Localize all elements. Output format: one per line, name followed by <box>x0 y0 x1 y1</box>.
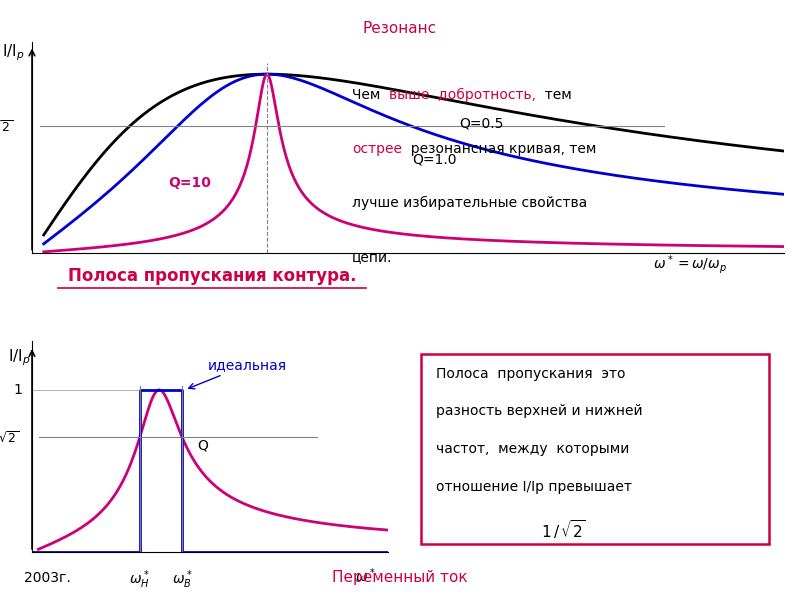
Text: цепи.: цепи. <box>352 250 393 263</box>
Text: резонансная кривая, тем: резонансная кривая, тем <box>402 142 596 155</box>
Text: $1\,/\,\sqrt{2}$: $1\,/\,\sqrt{2}$ <box>541 518 586 541</box>
Text: $\omega^* = \omega/\omega_р$: $\omega^* = \omega/\omega_р$ <box>653 253 727 276</box>
Text: Q: Q <box>198 439 208 453</box>
Text: Полоса пропускания контура.: Полоса пропускания контура. <box>68 267 356 285</box>
Text: разность верхней и нижней: разность верхней и нижней <box>436 404 643 418</box>
Text: $\omega^*$: $\omega^*$ <box>355 566 375 585</box>
Text: 2003г.: 2003г. <box>24 571 70 585</box>
Text: идеальная: идеальная <box>189 358 286 389</box>
Text: $\omega_B^*$: $\omega_B^*$ <box>172 568 193 591</box>
Text: Полоса  пропускания  это: Полоса пропускания это <box>436 367 626 380</box>
Text: тем: тем <box>536 88 572 101</box>
Text: $1\,/\,\sqrt{2}$: $1\,/\,\sqrt{2}$ <box>0 429 19 446</box>
Text: $\omega_H^*$: $\omega_H^*$ <box>130 568 150 591</box>
Text: 1: 1 <box>13 383 22 397</box>
Text: Чем: Чем <box>352 88 389 101</box>
Text: лучше избирательные свойства: лучше избирательные свойства <box>352 196 587 209</box>
Text: Q=10: Q=10 <box>168 176 211 190</box>
Text: Переменный ток: Переменный ток <box>332 570 468 585</box>
Text: выше  добротность,: выше добротность, <box>389 88 536 101</box>
Text: I/I$_р$: I/I$_р$ <box>8 347 30 368</box>
Text: частот,  между  которыми: частот, между которыми <box>436 442 630 457</box>
Text: Резонанс: Резонанс <box>363 21 437 36</box>
Text: Q=0.5: Q=0.5 <box>460 117 504 131</box>
Text: отношение I/Iр превышает: отношение I/Iр превышает <box>436 481 632 494</box>
Text: $1\,/\,\sqrt{2}$: $1\,/\,\sqrt{2}$ <box>0 118 13 135</box>
Text: Q=1.0: Q=1.0 <box>413 152 458 166</box>
Text: I/I$_р$: I/I$_р$ <box>2 43 25 63</box>
FancyBboxPatch shape <box>422 354 769 544</box>
Text: острее: острее <box>352 142 402 155</box>
